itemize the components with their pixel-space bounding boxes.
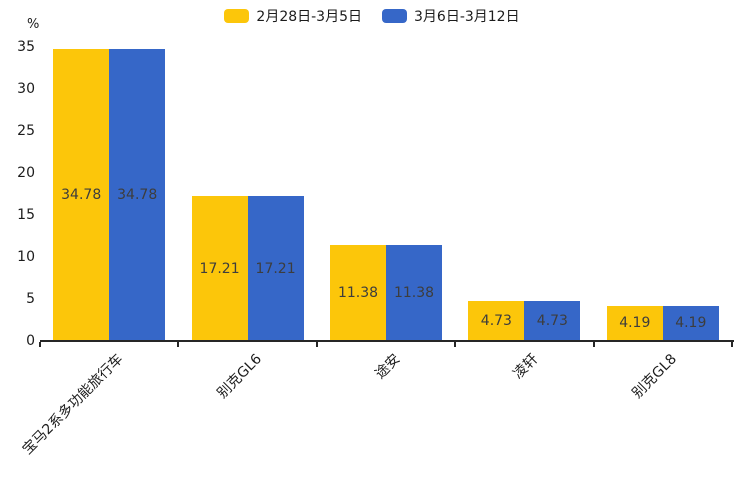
legend-item-series-1: 2月28日-3月5日 [224, 6, 362, 26]
bar-value-label: 17.21 [255, 260, 296, 277]
bar-value-label: 11.38 [337, 285, 379, 302]
bar-value-label: 4.19 [675, 315, 707, 332]
bar-series2-别克GL6 [247, 196, 304, 341]
x-tick [454, 342, 457, 347]
bar-series2-宝马2系多功能旅行车 [109, 48, 166, 341]
x-tick [39, 342, 41, 347]
x-tick [177, 342, 180, 347]
bar-series1-别克GL6 [191, 196, 248, 341]
legend-swatch-series-1 [224, 9, 250, 23]
y-tick-label-15: 15 [17, 207, 35, 223]
y-axis-unit-label: % [27, 17, 40, 32]
legend-label-series-1: 2月28日-3月5日 [256, 9, 362, 25]
bar-series1-途安 [330, 245, 386, 341]
x-tick [315, 342, 318, 347]
bar-series1-别克GL8 [606, 305, 663, 341]
x-axis-label-凌轩: 凌轩 [510, 351, 542, 383]
legend-label-series-2: 3月6日-3月12日 [414, 9, 520, 25]
bar-value-label: 17.21 [199, 260, 240, 277]
y-tick-label-10: 10 [17, 249, 35, 265]
x-axis-line [40, 340, 734, 342]
bar-value-label: 11.38 [393, 285, 435, 302]
x-axis-label-途安: 途安 [372, 351, 404, 383]
bar-series2-凌轩 [524, 301, 581, 341]
y-tick-label-35: 35 [17, 39, 35, 55]
y-tick-label-5: 5 [26, 291, 35, 307]
y-tick-label-30: 30 [17, 81, 35, 97]
bar-series2-途安 [386, 245, 442, 341]
legend: 2月28日-3月5日 3月6日-3月12日 [0, 6, 744, 26]
x-axis-label-宝马2系多功能旅行车: 宝马2系多功能旅行车 [19, 351, 127, 458]
x-axis-label-别克GL6: 别克GL6 [214, 351, 266, 402]
bar-value-label: 4.73 [480, 313, 512, 330]
bar-value-label: 34.78 [61, 186, 102, 203]
bar-series2-别克GL8 [662, 305, 719, 341]
x-tick [592, 342, 595, 347]
bar-series1-宝马2系多功能旅行车 [53, 48, 110, 341]
bar-series1-凌轩 [468, 301, 525, 341]
y-tick-label-0: 0 [26, 333, 35, 349]
y-tick-label-20: 20 [17, 165, 35, 181]
legend-item-series-2: 3月6日-3月12日 [382, 6, 520, 26]
y-tick-label-25: 25 [17, 123, 35, 139]
bar-value-label: 34.78 [117, 186, 158, 203]
bar-value-label: 4.19 [619, 315, 651, 332]
legend-swatch-series-2 [382, 9, 407, 23]
bar-value-label: 4.73 [536, 313, 568, 330]
x-axis-label-别克GL8: 别克GL8 [629, 351, 681, 402]
x-tick [731, 342, 733, 347]
